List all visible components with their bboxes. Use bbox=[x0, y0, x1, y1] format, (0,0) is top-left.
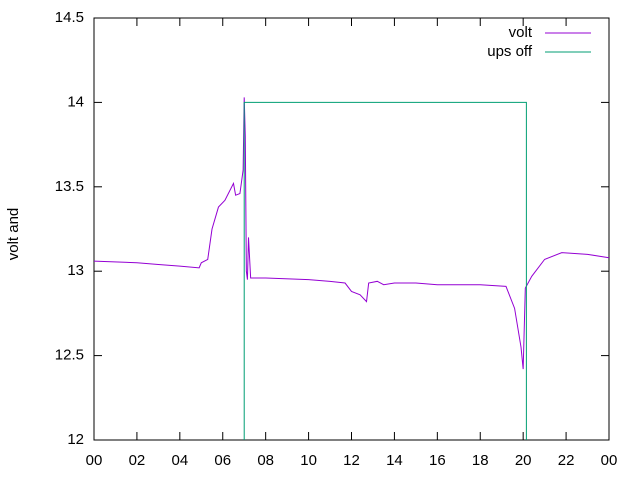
legend-label: ups off bbox=[487, 43, 533, 60]
y-tick-label: 13 bbox=[67, 262, 84, 279]
y-tick-label: 12 bbox=[67, 431, 84, 448]
legend-label: volt bbox=[509, 24, 533, 41]
x-tick-label: 12 bbox=[343, 452, 360, 469]
x-tick-label: 08 bbox=[257, 452, 274, 469]
x-tick-label: 14 bbox=[386, 452, 403, 469]
x-tick-label: 02 bbox=[129, 452, 146, 469]
x-tick-label: 18 bbox=[472, 452, 489, 469]
x-tick-label: 20 bbox=[515, 452, 532, 469]
x-tick-label: 16 bbox=[429, 452, 446, 469]
x-tick-label: 00 bbox=[86, 452, 103, 469]
series-line bbox=[93, 97, 610, 370]
y-tick-label: 13.5 bbox=[55, 178, 84, 195]
y-axis-label: volt and bbox=[5, 208, 22, 261]
series-line bbox=[243, 101, 527, 440]
y-tick-label: 14 bbox=[67, 93, 84, 110]
y-tick-label: 12.5 bbox=[55, 347, 84, 364]
plot-frame bbox=[93, 17, 610, 441]
x-tick-label: 22 bbox=[558, 452, 575, 469]
x-tick-label: 04 bbox=[171, 452, 188, 469]
x-tick-label: 06 bbox=[214, 452, 231, 469]
x-tick-label: 10 bbox=[300, 452, 317, 469]
x-tick-label: 00 bbox=[601, 452, 618, 469]
y-tick-label: 14.5 bbox=[55, 9, 84, 26]
